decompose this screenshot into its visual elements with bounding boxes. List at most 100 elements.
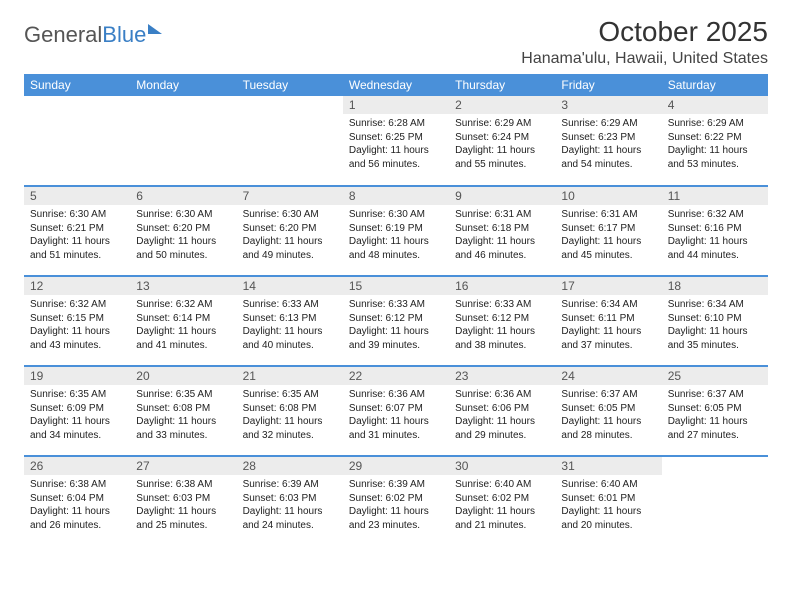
sunrise-text: Sunrise: 6:39 AM — [243, 478, 337, 492]
sunset-text: Sunset: 6:16 PM — [668, 222, 762, 236]
day-info: Sunrise: 6:33 AMSunset: 6:12 PMDaylight:… — [449, 295, 555, 358]
day-number: 19 — [24, 367, 130, 385]
sunrise-text: Sunrise: 6:34 AM — [561, 298, 655, 312]
day-cell: 17Sunrise: 6:34 AMSunset: 6:11 PMDayligh… — [555, 276, 661, 366]
day-cell: 8Sunrise: 6:30 AMSunset: 6:19 PMDaylight… — [343, 186, 449, 276]
month-title: October 2025 — [521, 16, 768, 48]
day-number: 7 — [237, 187, 343, 205]
daylight-text: Daylight: 11 hours and 21 minutes. — [455, 505, 549, 532]
day-number: 31 — [555, 457, 661, 475]
daylight-text: Daylight: 11 hours and 56 minutes. — [349, 144, 443, 171]
sunset-text: Sunset: 6:07 PM — [349, 402, 443, 416]
day-cell: 24Sunrise: 6:37 AMSunset: 6:05 PMDayligh… — [555, 366, 661, 456]
daylight-text: Daylight: 11 hours and 25 minutes. — [136, 505, 230, 532]
sunrise-text: Sunrise: 6:32 AM — [136, 298, 230, 312]
sunrise-text: Sunrise: 6:36 AM — [349, 388, 443, 402]
daylight-text: Daylight: 11 hours and 23 minutes. — [349, 505, 443, 532]
day-cell: 23Sunrise: 6:36 AMSunset: 6:06 PMDayligh… — [449, 366, 555, 456]
day-cell: 14Sunrise: 6:33 AMSunset: 6:13 PMDayligh… — [237, 276, 343, 366]
col-thursday: Thursday — [449, 74, 555, 96]
daylight-text: Daylight: 11 hours and 46 minutes. — [455, 235, 549, 262]
day-cell: 10Sunrise: 6:31 AMSunset: 6:17 PMDayligh… — [555, 186, 661, 276]
daylight-text: Daylight: 11 hours and 20 minutes. — [561, 505, 655, 532]
sunset-text: Sunset: 6:10 PM — [668, 312, 762, 326]
week-row: 12Sunrise: 6:32 AMSunset: 6:15 PMDayligh… — [24, 276, 768, 366]
sunrise-text: Sunrise: 6:38 AM — [136, 478, 230, 492]
day-info: Sunrise: 6:30 AMSunset: 6:21 PMDaylight:… — [24, 205, 130, 268]
daylight-text: Daylight: 11 hours and 34 minutes. — [30, 415, 124, 442]
day-cell: 15Sunrise: 6:33 AMSunset: 6:12 PMDayligh… — [343, 276, 449, 366]
sunset-text: Sunset: 6:15 PM — [30, 312, 124, 326]
day-number: 28 — [237, 457, 343, 475]
sunset-text: Sunset: 6:05 PM — [668, 402, 762, 416]
sunrise-text: Sunrise: 6:36 AM — [455, 388, 549, 402]
sunrise-text: Sunrise: 6:30 AM — [136, 208, 230, 222]
daylight-text: Daylight: 11 hours and 35 minutes. — [668, 325, 762, 352]
day-number: 14 — [237, 277, 343, 295]
sunrise-text: Sunrise: 6:28 AM — [349, 117, 443, 131]
day-info: Sunrise: 6:38 AMSunset: 6:03 PMDaylight:… — [130, 475, 236, 538]
col-saturday: Saturday — [662, 74, 768, 96]
sunrise-text: Sunrise: 6:35 AM — [30, 388, 124, 402]
day-number: 10 — [555, 187, 661, 205]
sunset-text: Sunset: 6:17 PM — [561, 222, 655, 236]
day-cell: 12Sunrise: 6:32 AMSunset: 6:15 PMDayligh… — [24, 276, 130, 366]
daylight-text: Daylight: 11 hours and 26 minutes. — [30, 505, 124, 532]
sunrise-text: Sunrise: 6:30 AM — [243, 208, 337, 222]
day-number: 15 — [343, 277, 449, 295]
day-info — [662, 461, 768, 470]
day-cell: 19 Sunrise: 6:35 AMSunset: 6:09 PMDayligh… — [24, 366, 130, 456]
logo-text-general: General — [24, 22, 102, 48]
day-number: 8 — [343, 187, 449, 205]
col-wednesday: Wednesday — [343, 74, 449, 96]
day-cell: 30Sunrise: 6:40 AMSunset: 6:02 PMDayligh… — [449, 456, 555, 546]
sunset-text: Sunset: 6:08 PM — [243, 402, 337, 416]
day-number: 2 — [449, 96, 555, 114]
day-cell — [24, 96, 130, 186]
sunrise-text: Sunrise: 6:39 AM — [349, 478, 443, 492]
day-info: Sunrise: 6:36 AMSunset: 6:06 PMDaylight:… — [449, 385, 555, 448]
sunrise-text: Sunrise: 6:29 AM — [561, 117, 655, 131]
day-number: 5 — [24, 187, 130, 205]
sunset-text: Sunset: 6:12 PM — [349, 312, 443, 326]
day-cell: 29Sunrise: 6:39 AMSunset: 6:02 PMDayligh… — [343, 456, 449, 546]
day-cell: 1Sunrise: 6:28 AMSunset: 6:25 PMDaylight… — [343, 96, 449, 186]
day-number: 3 — [555, 96, 661, 114]
day-number: 24 — [555, 367, 661, 385]
sunset-text: Sunset: 6:04 PM — [30, 492, 124, 506]
day-info: Sunrise: 6:29 AMSunset: 6:22 PMDaylight:… — [662, 114, 768, 177]
day-number: 22 — [343, 367, 449, 385]
sunset-text: Sunset: 6:01 PM — [561, 492, 655, 506]
sunrise-text: Sunrise: 6:32 AM — [668, 208, 762, 222]
sunset-text: Sunset: 6:02 PM — [349, 492, 443, 506]
sunrise-text: Sunrise: 6:31 AM — [561, 208, 655, 222]
sunset-text: Sunset: 6:08 PM — [136, 402, 230, 416]
header: GeneralBlue October 2025 Hanama'ulu, Haw… — [24, 16, 768, 68]
day-info: Sunrise: 6:40 AMSunset: 6:01 PMDaylight:… — [555, 475, 661, 538]
day-number: 23 — [449, 367, 555, 385]
col-monday: Monday — [130, 74, 236, 96]
day-info: Sunrise: 6:40 AMSunset: 6:02 PMDaylight:… — [449, 475, 555, 538]
logo: GeneralBlue — [24, 22, 162, 48]
daylight-text: Daylight: 11 hours and 51 minutes. — [30, 235, 124, 262]
day-cell — [237, 96, 343, 186]
daylight-text: Daylight: 11 hours and 50 minutes. — [136, 235, 230, 262]
day-cell: 28 Sunrise: 6:39 AMSunset: 6:03 PMDayligh… — [237, 456, 343, 546]
sunset-text: Sunset: 6:03 PM — [243, 492, 337, 506]
day-number: 25 — [662, 367, 768, 385]
daylight-text: Daylight: 11 hours and 43 minutes. — [30, 325, 124, 352]
day-info: Sunrise: 6:39 AMSunset: 6:02 PMDaylight:… — [343, 475, 449, 538]
sunrise-text: Sunrise: 6:33 AM — [243, 298, 337, 312]
day-info: Sunrise: 6:34 AMSunset: 6:10 PMDaylight:… — [662, 295, 768, 358]
day-cell: 9Sunrise: 6:31 AMSunset: 6:18 PMDaylight… — [449, 186, 555, 276]
day-info: Sunrise: 6:33 AMSunset: 6:12 PMDaylight:… — [343, 295, 449, 358]
day-info: Sunrise: 6:32 AMSunset: 6:14 PMDaylight:… — [130, 295, 236, 358]
daylight-text: Daylight: 11 hours and 32 minutes. — [243, 415, 337, 442]
calendar-table: Sunday Monday Tuesday Wednesday Thursday… — [24, 74, 768, 546]
sunset-text: Sunset: 6:09 PM — [30, 402, 124, 416]
sunrise-text: Sunrise: 6:35 AM — [136, 388, 230, 402]
day-info: Sunrise: 6:30 AMSunset: 6:20 PMDaylight:… — [130, 205, 236, 268]
day-number: 27 — [130, 457, 236, 475]
daylight-text: Daylight: 11 hours and 24 minutes. — [243, 505, 337, 532]
sunrise-text: Sunrise: 6:29 AM — [455, 117, 549, 131]
